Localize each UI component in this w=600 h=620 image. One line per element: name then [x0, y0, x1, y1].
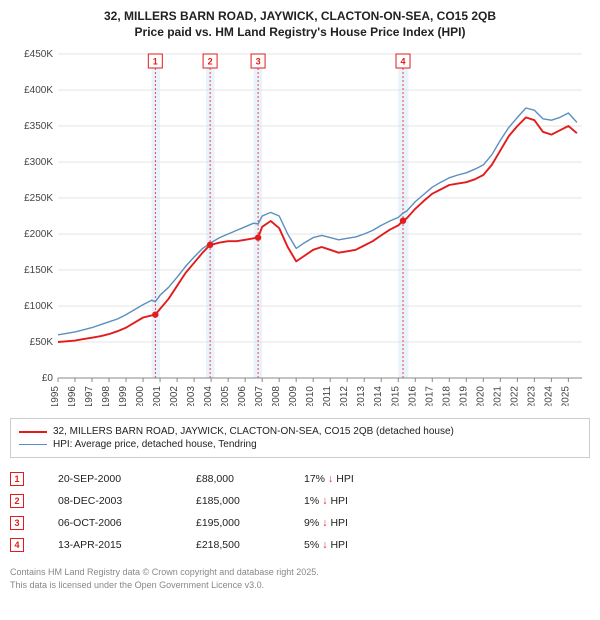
legend-item: HPI: Average price, detached house, Tend…	[19, 438, 581, 451]
event-delta-suffix: HPI	[330, 495, 348, 507]
svg-text:£300K: £300K	[24, 157, 53, 168]
svg-text:2006: 2006	[237, 386, 248, 406]
svg-text:2019: 2019	[458, 386, 469, 406]
svg-text:2: 2	[208, 57, 213, 67]
event-marker: 2	[10, 494, 24, 508]
event-delta-pct: 1%	[304, 495, 319, 507]
svg-text:2007: 2007	[254, 386, 265, 406]
legend-swatch	[19, 431, 47, 433]
event-delta: 17%↓HPI	[304, 473, 354, 485]
svg-text:1997: 1997	[84, 386, 95, 406]
event-row: 4 13-APR-2015 £218,500 5%↓HPI	[10, 534, 590, 556]
footer-line2: This data is licensed under the Open Gov…	[10, 580, 264, 590]
event-date: 20-SEP-2000	[58, 473, 168, 485]
event-delta-pct: 9%	[304, 517, 319, 529]
event-price: £185,000	[196, 495, 276, 507]
event-delta-suffix: HPI	[330, 539, 348, 551]
svg-text:2010: 2010	[305, 386, 316, 406]
arrow-down-icon: ↓	[328, 473, 333, 485]
legend-label: 32, MILLERS BARN ROAD, JAYWICK, CLACTON-…	[53, 426, 454, 437]
svg-text:£250K: £250K	[24, 193, 53, 204]
svg-text:2009: 2009	[288, 386, 299, 406]
svg-text:1998: 1998	[101, 386, 112, 406]
arrow-down-icon: ↓	[322, 539, 327, 551]
svg-text:4: 4	[401, 57, 406, 67]
svg-text:2004: 2004	[203, 386, 214, 406]
svg-text:£150K: £150K	[24, 265, 53, 276]
event-delta: 5%↓HPI	[304, 539, 348, 551]
svg-text:2011: 2011	[322, 386, 333, 406]
line-chart-svg: £0 £50K £100K £150K £200K £250K £300K £350K £400…	[10, 46, 590, 406]
svg-text:2003: 2003	[186, 386, 197, 406]
svg-text:£200K: £200K	[24, 229, 53, 240]
svg-text:2000: 2000	[135, 386, 146, 406]
svg-text:£450K: £450K	[24, 49, 53, 60]
svg-text:2013: 2013	[356, 386, 367, 406]
svg-text:3: 3	[256, 57, 261, 67]
event-row: 2 08-DEC-2003 £185,000 1%↓HPI	[10, 490, 590, 512]
event-delta-pct: 17%	[304, 473, 325, 485]
svg-text:2024: 2024	[543, 386, 554, 406]
event-delta-pct: 5%	[304, 539, 319, 551]
events-table: 120-SEP-2000£88,00017%↓HPI208-DEC-2003£1…	[10, 468, 590, 556]
event-date: 08-DEC-2003	[58, 495, 168, 507]
event-marker: 3	[10, 516, 24, 530]
legend-item: 32, MILLERS BARN ROAD, JAYWICK, CLACTON-…	[19, 425, 581, 438]
svg-text:1999: 1999	[118, 386, 129, 406]
title-line2: Price paid vs. HM Land Registry's House …	[135, 25, 466, 39]
chart-title: 32, MILLERS BARN ROAD, JAYWICK, CLACTON-…	[10, 8, 590, 40]
event-price: £88,000	[196, 473, 276, 485]
svg-text:£350K: £350K	[24, 121, 53, 132]
event-delta-suffix: HPI	[336, 473, 354, 485]
svg-text:2023: 2023	[526, 386, 537, 406]
event-marker: 1	[10, 472, 24, 486]
svg-text:2015: 2015	[390, 386, 401, 406]
svg-text:£100K: £100K	[24, 301, 53, 312]
svg-text:£400K: £400K	[24, 85, 53, 96]
svg-text:2002: 2002	[169, 386, 180, 406]
event-price: £195,000	[196, 517, 276, 529]
title-line1: 32, MILLERS BARN ROAD, JAYWICK, CLACTON-…	[104, 9, 496, 23]
footer-attribution: Contains HM Land Registry data © Crown c…	[10, 566, 590, 590]
svg-text:2005: 2005	[220, 386, 231, 406]
svg-text:2018: 2018	[441, 386, 452, 406]
event-date: 06-OCT-2006	[58, 517, 168, 529]
svg-text:1: 1	[153, 57, 158, 67]
event-delta: 9%↓HPI	[304, 517, 348, 529]
svg-text:2016: 2016	[407, 386, 418, 406]
svg-text:2012: 2012	[339, 386, 350, 406]
legend-box: 32, MILLERS BARN ROAD, JAYWICK, CLACTON-…	[10, 418, 590, 458]
event-date: 13-APR-2015	[58, 539, 168, 551]
svg-text:1995: 1995	[50, 386, 61, 406]
arrow-down-icon: ↓	[322, 517, 327, 529]
footer-line1: Contains HM Land Registry data © Crown c…	[10, 567, 319, 577]
legend-label: HPI: Average price, detached house, Tend…	[53, 439, 257, 450]
chart-area: £0 £50K £100K £150K £200K £250K £300K £350K £400…	[10, 46, 590, 406]
svg-text:2001: 2001	[152, 386, 163, 406]
event-marker: 4	[10, 538, 24, 552]
event-delta-suffix: HPI	[330, 517, 348, 529]
legend-swatch	[19, 444, 47, 445]
event-row: 3 06-OCT-2006 £195,000 9%↓HPI	[10, 512, 590, 534]
arrow-down-icon: ↓	[322, 495, 327, 507]
svg-text:£50K: £50K	[30, 337, 54, 348]
svg-text:2022: 2022	[509, 386, 520, 406]
svg-text:2008: 2008	[271, 386, 282, 406]
svg-text:2014: 2014	[373, 386, 384, 406]
event-price: £218,500	[196, 539, 276, 551]
svg-text:2021: 2021	[492, 386, 503, 406]
svg-text:2020: 2020	[475, 386, 486, 406]
svg-text:1996: 1996	[67, 386, 78, 406]
svg-text:£0: £0	[42, 373, 54, 384]
svg-text:2017: 2017	[424, 386, 435, 406]
event-row: 1 20-SEP-2000 £88,000 17%↓HPI	[10, 468, 590, 490]
svg-text:2025: 2025	[560, 386, 571, 406]
event-delta: 1%↓HPI	[304, 495, 348, 507]
